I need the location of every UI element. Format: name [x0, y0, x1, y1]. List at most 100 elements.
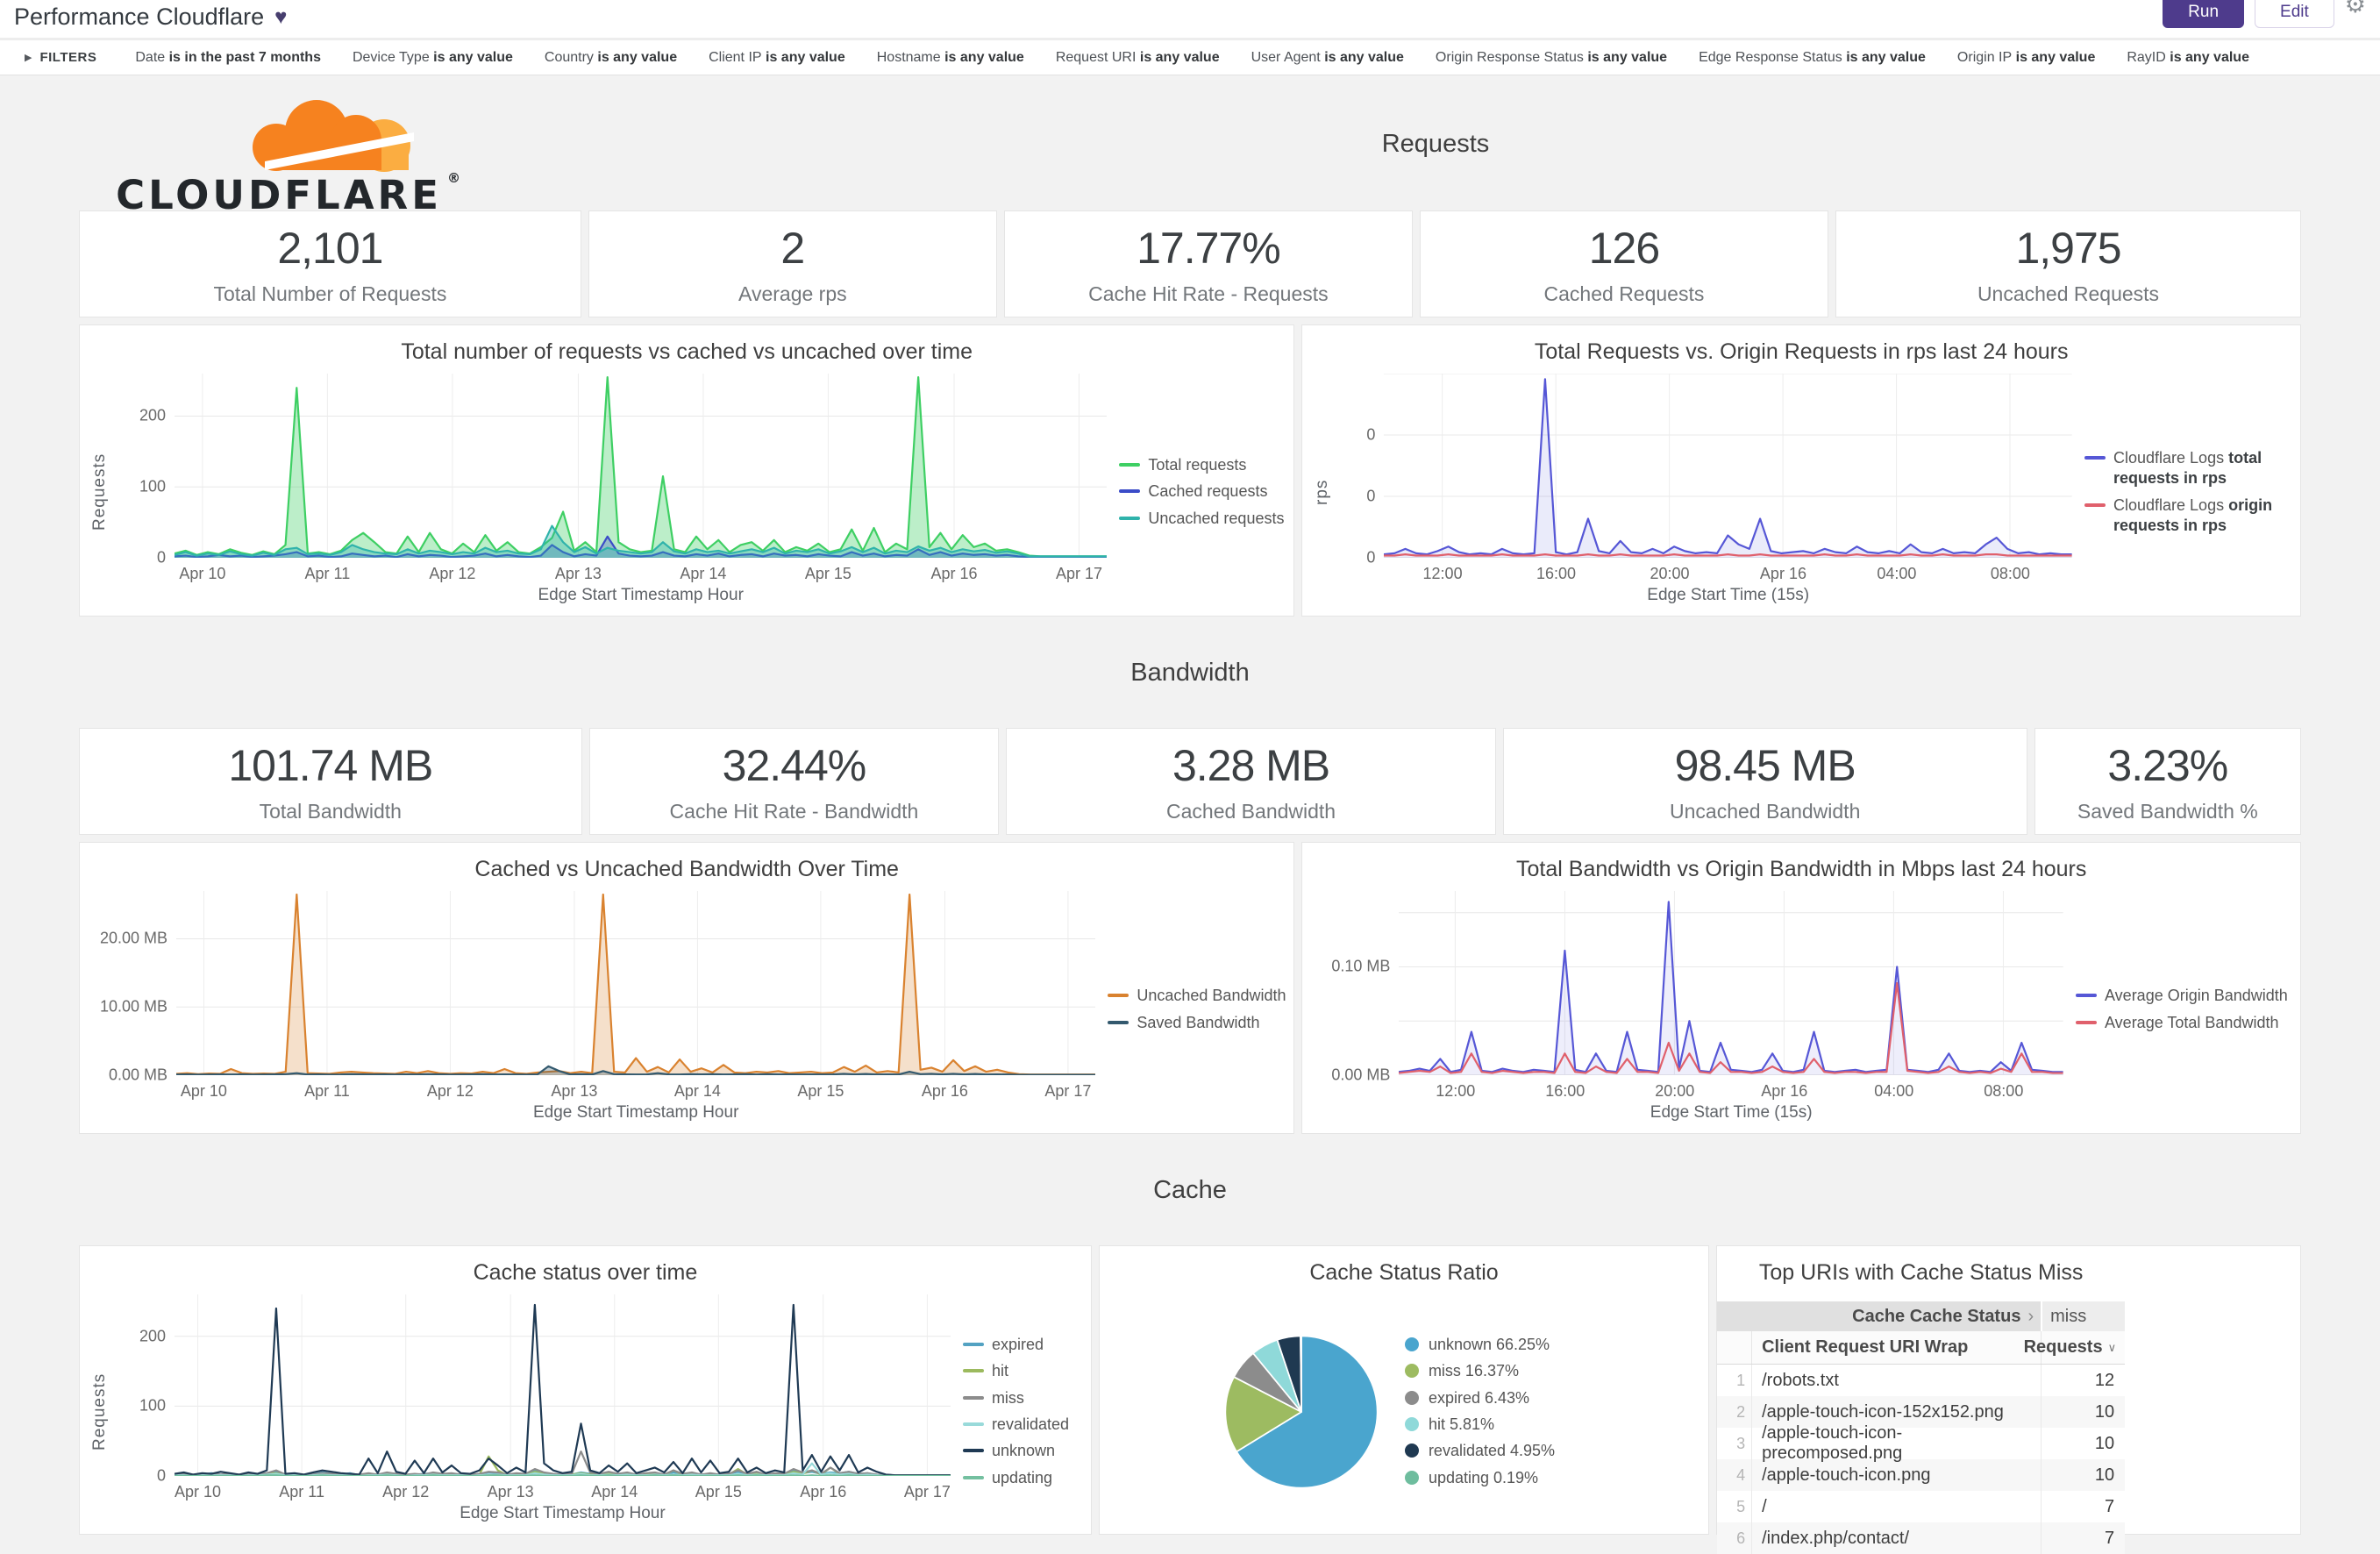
cloudflare-logo: CLOUDFLARE ® [79, 79, 570, 224]
column-header-uri[interactable]: Client Request URI Wrap [1762, 1337, 1969, 1357]
heart-icon: ♥ [274, 4, 288, 29]
kpi-value: 101.74 MB [228, 740, 433, 790]
legend-item[interactable]: hit 5.81% [1404, 1415, 1596, 1435]
legend-item[interactable]: Uncached requests [1119, 509, 1286, 529]
legend-item[interactable]: Average Total Bandwidth [2076, 1013, 2293, 1033]
pie-slice-updating[interactable] [1300, 1334, 1302, 1413]
legend-item[interactable]: updating [962, 1468, 1084, 1488]
legend-item[interactable]: Uncached Bandwidth [1108, 986, 1286, 1006]
kpi-value: 1,975 [2015, 223, 2121, 273]
legend-item[interactable]: Average Origin Bandwidth [2076, 986, 2293, 1006]
kpi-value: 32.44% [722, 740, 867, 790]
legend-swatch [2076, 994, 2097, 998]
column-header-requests[interactable]: Requests ∨ [2024, 1331, 2125, 1364]
legend-item[interactable]: Cloudflare Logs total requests in rps [2084, 448, 2293, 489]
panel-bandwidth-vs-origin: Total Bandwidth vs Origin Bandwidth in M… [1301, 842, 2301, 1134]
section-title-requests: Requests [1381, 130, 1490, 158]
chart-row-cache: Cache status over time Requests 0 100 200 Ap… [79, 1245, 2301, 1554]
chart-row-requests: Total number of requests vs cached vs un… [79, 324, 2301, 617]
legend-swatch [2084, 503, 2106, 507]
filter-item[interactable]: Device Type is any value [352, 49, 513, 65]
filter-item[interactable]: Hostname is any value [876, 49, 1024, 65]
legend-swatch [1108, 1020, 1129, 1024]
table-row[interactable]: 1/robots.txt 12 [1717, 1365, 2125, 1396]
kpi-value: 3.23% [2107, 740, 2228, 790]
filter-item[interactable]: Client IP is any value [709, 49, 845, 65]
kpi-value: 17.77% [1137, 223, 1281, 273]
legend-item[interactable]: expired [962, 1335, 1084, 1355]
kpi-tile: 2 Average rps [588, 210, 997, 317]
filter-item[interactable]: Origin Response Status is any value [1435, 49, 1668, 65]
filter-item[interactable]: Origin IP is any value [1956, 49, 2096, 65]
legend-item[interactable]: revalidated [962, 1415, 1084, 1435]
table-row[interactable]: 3/apple-touch-icon-precomposed.png 10 [1717, 1423, 2125, 1463]
x-axis-title: Edge Start Timestamp Hour [538, 586, 744, 604]
plot-area[interactable] [175, 374, 1108, 558]
legend-item[interactable]: Cached requests [1119, 481, 1286, 502]
filters-toggle[interactable]: ▶ FILTERS [25, 50, 96, 65]
legend-swatch [962, 1369, 984, 1373]
filter-item[interactable]: User Agent is any value [1251, 49, 1404, 65]
page-title: Performance Cloudflare [14, 4, 265, 30]
plot-area[interactable] [1384, 374, 2072, 558]
filter-item[interactable]: Request URI is any value [1055, 49, 1220, 65]
pivot-header: Cache Cache Status › miss [1717, 1301, 2126, 1331]
filter-item[interactable]: Country is any value [544, 49, 678, 65]
kpi-row-bandwidth: 101.74 MB Total Bandwidth 32.44% Cache H… [79, 728, 2301, 835]
pie-slice-unknown[interactable] [1236, 1334, 1379, 1488]
filter-item[interactable]: Edge Response Status is any value [1699, 49, 1926, 65]
gear-icon[interactable]: ⚙ [2344, 0, 2366, 18]
run-button[interactable]: Run [2163, 0, 2245, 28]
kpi-label: Total Number of Requests [213, 282, 447, 305]
section-title-bandwidth: Bandwidth [1130, 659, 1250, 687]
legend-item[interactable]: Saved Bandwidth [1108, 1013, 1286, 1033]
legend-item[interactable]: Total requests [1119, 455, 1286, 475]
chart-legend: Cloudflare Logs total requests in rps Clo… [2072, 374, 2293, 610]
filter-item[interactable]: RayID is any value [2127, 49, 2249, 65]
cloudflare-cloud-icon: CLOUDFLARE ® [116, 100, 460, 218]
dashboard: CLOUDFLARE ® Requests 2,101 Total Number… [0, 75, 2380, 1554]
sort-desc-icon: ∨ [2107, 1340, 2117, 1354]
legend-item[interactable]: revalidated 4.95% [1404, 1441, 1596, 1461]
kpi-tile: 32.44% Cache Hit Rate - Bandwidth [588, 728, 1000, 835]
legend-item[interactable]: miss 16.37% [1404, 1361, 1596, 1381]
kpi-tile: 2,101 Total Number of Requests [79, 210, 581, 317]
legend-item[interactable]: expired 6.43% [1404, 1388, 1596, 1408]
legend-item[interactable]: unknown 66.25% [1404, 1335, 1596, 1355]
legend-item[interactable]: unknown [962, 1441, 1084, 1461]
pie-slice-miss[interactable] [1224, 1375, 1302, 1452]
plot-area[interactable] [175, 1294, 951, 1476]
table-body: 1/robots.txt 12 2/apple-touch-icon-152x152… [1717, 1365, 2126, 1554]
chart-legend: Uncached Bandwidth Saved Bandwidth [1095, 891, 1286, 1128]
pivot-value[interactable]: miss [2041, 1301, 2126, 1331]
pie-chart[interactable] [1210, 1321, 1393, 1503]
legend-swatch [1404, 1364, 1419, 1379]
table-title: Top URIs with Cache Status Miss [1758, 1260, 2084, 1285]
table-row[interactable]: 2/apple-touch-icon-152x152.png 10 [1717, 1396, 2126, 1428]
plot-area[interactable] [1399, 891, 2063, 1075]
chart-legend: Average Origin Bandwidth Average Total Ba… [2063, 891, 2293, 1128]
legend-swatch [1404, 1470, 1419, 1485]
legend-item[interactable]: miss [962, 1388, 1084, 1408]
legend-swatch [962, 1449, 984, 1453]
table-row[interactable]: 4/apple-touch-icon.png 10 [1717, 1459, 2126, 1491]
legend-item[interactable]: updating 0.19% [1404, 1468, 1596, 1488]
plot-area[interactable] [176, 891, 1096, 1075]
legend-swatch [1119, 489, 1141, 494]
legend-swatch [962, 1422, 984, 1426]
chart-title: Cached vs Uncached Bandwidth Over Time [474, 857, 899, 881]
legend-swatch [1108, 994, 1129, 998]
x-axis-title: Edge Start Time (15s) [1650, 1103, 1813, 1122]
edit-button[interactable]: Edit [2255, 0, 2334, 28]
legend-item[interactable]: Cloudflare Logs origin requests in rps [2084, 495, 2293, 537]
caret-right-icon: ▶ [25, 53, 32, 63]
legend-item[interactable]: hit [962, 1361, 1084, 1381]
y-axis-title: Requests [90, 1372, 109, 1451]
legend-swatch [1119, 516, 1141, 520]
filter-item[interactable]: Date is in the past 7 months [135, 49, 321, 65]
pivot-field-label: Cache Cache Status [1852, 1307, 2021, 1326]
pivot-field[interactable]: Cache Cache Status › [1717, 1301, 2042, 1331]
kpi-label: Cache Hit Rate - Bandwidth [669, 799, 919, 823]
table-row[interactable]: 5/7 [1717, 1491, 2125, 1522]
table-row[interactable]: 6/index.php/contact/7 [1717, 1522, 2126, 1554]
